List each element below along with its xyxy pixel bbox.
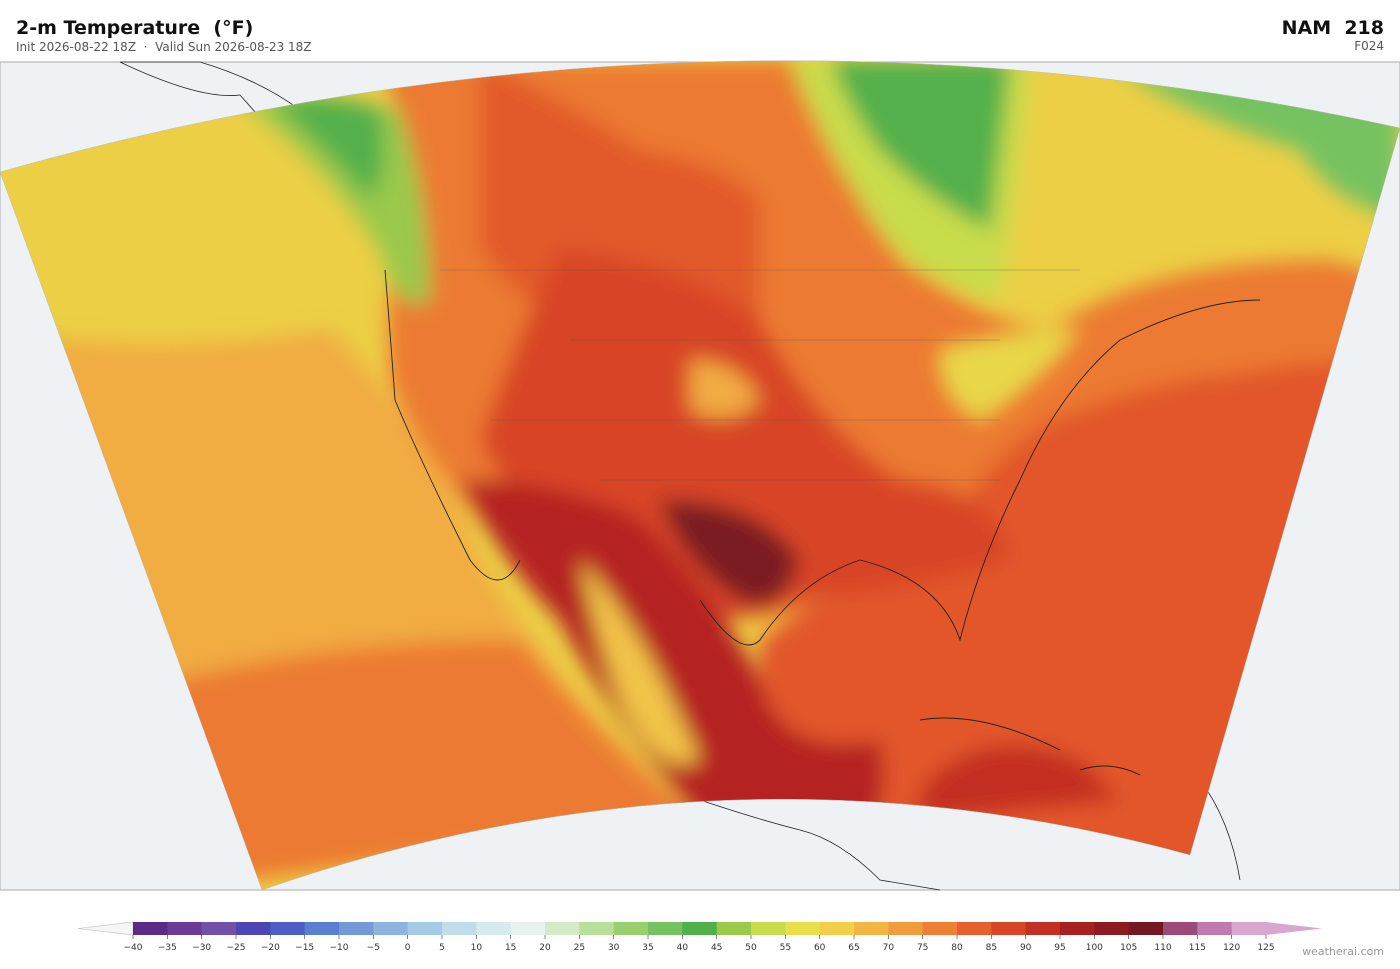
colorbar: −40 −35 −30 −25 −20 −15 −10 −5 0 5 10 15 20 25 30 35 40 4… <box>77 921 1322 953</box>
colorbar-tick-label: 20 <box>539 943 551 953</box>
colorbar-segment <box>991 922 1027 935</box>
colorbar-segment <box>339 922 374 935</box>
colorbar-tick-label: 70 <box>883 943 895 953</box>
credit: weatherai.com <box>1302 945 1384 958</box>
colorbar-tick-label: 40 <box>677 943 689 953</box>
model-name: NAM 218 <box>1282 17 1384 39</box>
colorbar-tick-label: 10 <box>471 943 483 953</box>
colorbar-tick-label: −30 <box>192 943 211 953</box>
colorbar-segment <box>167 922 203 935</box>
colorbar-segment <box>819 922 855 935</box>
colorbar-segment <box>751 922 786 935</box>
colorbar-tick-label: 120 <box>1223 943 1240 953</box>
colorbar-segment <box>442 922 477 935</box>
colorbar-tick-label: 75 <box>917 943 928 953</box>
colorbar-segment <box>648 922 683 935</box>
colorbar-tick-label: 125 <box>1257 943 1274 953</box>
colorbar-tick-label: 15 <box>505 943 516 953</box>
colorbar-segment <box>1231 922 1267 935</box>
colorbar-segment <box>1128 922 1164 935</box>
colorbar-segment <box>201 922 237 935</box>
colorbar-tick-label: 65 <box>848 943 859 953</box>
colorbar-tick-label: −35 <box>158 943 177 953</box>
colorbar-segment <box>373 922 409 935</box>
coastline <box>919 717 1141 776</box>
colorbar-tick-label: −20 <box>261 943 280 953</box>
colorbar-segment <box>922 922 958 935</box>
colorbar-segment <box>407 922 443 935</box>
colorbar-segment <box>785 922 821 935</box>
colorbar-segment <box>682 922 718 935</box>
colorbar-tick-label: 60 <box>814 943 826 953</box>
coastline <box>384 269 1261 646</box>
colorbar-tick-label: 5 <box>439 943 445 953</box>
colorbar-segment <box>613 922 649 935</box>
colorbar-segment <box>1094 922 1130 935</box>
colorbar-segment <box>476 922 512 935</box>
colorbar-segment <box>888 922 924 935</box>
colorbar-extend-high <box>1266 922 1322 935</box>
colorbar-tick-label: 85 <box>986 943 997 953</box>
colorbar-tick-label: −40 <box>124 943 143 953</box>
colorbar-segment <box>510 922 546 935</box>
colorbar-segment <box>1025 922 1061 935</box>
colorbar-tick-label: 110 <box>1154 943 1171 953</box>
colorbar-tick-label: −15 <box>295 943 314 953</box>
colorbar-tick-label: 100 <box>1086 943 1103 953</box>
map <box>0 60 1400 891</box>
colorbar-segment <box>270 922 306 935</box>
colorbar-tick-label: 0 <box>405 943 411 953</box>
colorbar-segment <box>545 922 580 935</box>
colorbar-tick-label: −10 <box>330 943 349 953</box>
colorbar-tick-label: 95 <box>1054 943 1065 953</box>
colorbar-tick-label: 30 <box>608 943 620 953</box>
colorbar-segment <box>1060 922 1095 935</box>
colorbar-tick-label: 80 <box>951 943 963 953</box>
colorbar-segment <box>236 922 271 935</box>
colorbar-segment <box>133 922 168 935</box>
colorbar-tick-label: 115 <box>1189 943 1206 953</box>
title: 2-m Temperature (°F) <box>16 17 253 39</box>
colorbar-tick-label: 25 <box>574 943 585 953</box>
colorbar-tick-label: 105 <box>1120 943 1137 953</box>
boundary <box>440 269 1080 481</box>
colorbar-segment <box>579 922 615 935</box>
colorbar-tick-label: 90 <box>1020 943 1032 953</box>
colorbar-tick-label: 55 <box>780 943 791 953</box>
colorbar-tick-label: 50 <box>745 943 757 953</box>
colorbar-segment <box>957 922 992 935</box>
colorbar-segment <box>854 922 889 935</box>
forecast-hour: F024 <box>1354 39 1384 53</box>
colorbar-segment <box>304 922 340 935</box>
colorbar-tick-label: 35 <box>642 943 653 953</box>
colorbar-tick-label: 45 <box>711 943 722 953</box>
domain-outline <box>0 60 1400 891</box>
colorbar-segment <box>716 922 752 935</box>
subtitle: Init 2026-08-22 18Z · Valid Sun 2026-08-… <box>16 40 312 54</box>
colorbar-segment <box>1163 922 1198 935</box>
colorbar-tick-label: −5 <box>367 943 380 953</box>
colorbar-segment <box>1197 922 1233 935</box>
colorbar-tick-label: −25 <box>227 943 246 953</box>
